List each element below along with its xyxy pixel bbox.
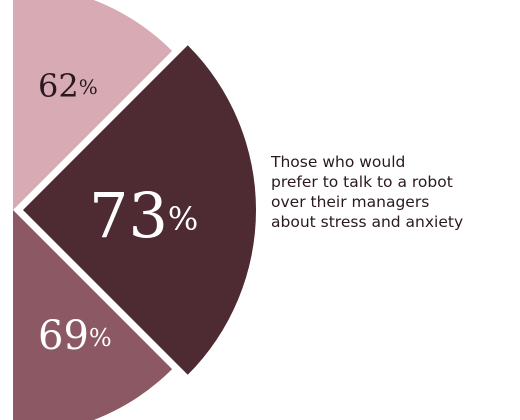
caption-line-3: over their managers bbox=[271, 193, 430, 211]
slice-label-3: 69% bbox=[38, 313, 112, 359]
caption-line-2: prefer to talk to a robot bbox=[271, 173, 453, 191]
pie-slice-3 bbox=[13, 210, 173, 420]
caption-line-1: Those who would bbox=[271, 153, 406, 171]
pie-slice-2 bbox=[23, 45, 256, 375]
chart-caption: Those who would prefer to talk to a robo… bbox=[271, 152, 516, 232]
pie-labels: 62% 73% 69% bbox=[38, 67, 198, 360]
pie-slices bbox=[13, 0, 256, 420]
slice-label-1: 62% bbox=[38, 67, 98, 105]
slice-label-2: 73% bbox=[89, 179, 198, 252]
pie-slice-1 bbox=[13, 0, 173, 210]
caption-line-4: about stress and anxiety bbox=[271, 213, 464, 231]
